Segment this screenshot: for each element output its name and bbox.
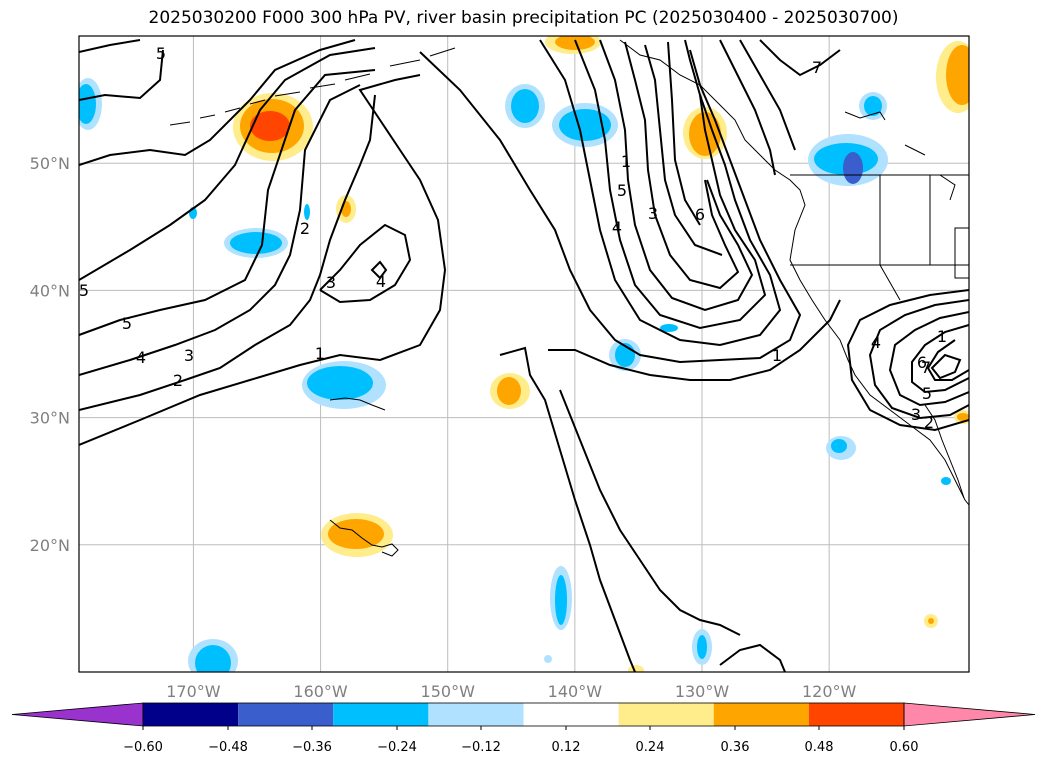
- contour-label-18: 7: [921, 358, 931, 377]
- colorbar-bin-2: [333, 703, 429, 726]
- positive-anomaly-gulf-alaska-core: [555, 36, 595, 50]
- contour-label-1: 2: [300, 219, 310, 238]
- contour-label-12: 3: [648, 204, 658, 223]
- contour-label-14: 7: [812, 58, 822, 77]
- map-title: 2025030200 F000 300 hPa PV, river basin …: [148, 8, 899, 28]
- lat-label-0: 50°N: [30, 154, 70, 173]
- negative-anomaly-small-143w: [544, 655, 552, 663]
- positive-anomaly-bottom: [628, 665, 644, 672]
- contour-label-6: 4: [136, 348, 146, 367]
- lon-label-3: 140°W: [548, 682, 603, 701]
- contour-label-4: 1: [315, 344, 325, 363]
- colorbar-label-0: −0.60: [123, 740, 163, 755]
- colorbar-label-5: 0.12: [552, 740, 581, 755]
- colorbar-label-7: 0.36: [721, 740, 750, 755]
- colorbar-bin-0: [143, 703, 239, 726]
- lon-label-5: 120°W: [802, 682, 857, 701]
- positive-anomaly-hawaii-core: [328, 519, 384, 549]
- colorbar-label-8: 0.48: [805, 740, 834, 755]
- contour-label-9: 1: [621, 152, 631, 171]
- negative-anomaly-141w-core: [555, 575, 567, 625]
- positive-anomaly-socal-core: [957, 413, 969, 421]
- colorbar-label-6: 0.24: [636, 740, 665, 755]
- contour-label-23: 5: [79, 281, 89, 300]
- colorbar-extend-high: [903, 702, 1036, 727]
- positive-anomaly-far-right-core: [928, 618, 934, 624]
- negative-anomaly-167w-core: [195, 645, 231, 672]
- colorbar-extend-low: [11, 702, 144, 727]
- colorbar-label-3: −0.24: [377, 740, 417, 755]
- colorbar: −0.60 −0.48 −0.36 −0.24 −0.12 0.12 0.24 0.36 0.4…: [11, 702, 1036, 755]
- contour-label-21: 3: [911, 405, 921, 424]
- negative-anomaly-small-161w: [304, 204, 310, 220]
- contour-label-19: 4: [871, 333, 881, 352]
- contour-label-2: 3: [326, 273, 336, 292]
- lat-label-2: 30°N: [30, 409, 70, 428]
- lon-label-1: 160°W: [293, 682, 348, 701]
- negative-anomaly-inland-nw-max: [843, 152, 863, 184]
- contour-label-22: 2: [924, 413, 934, 432]
- contour-label-16: 1: [937, 327, 947, 346]
- positive-anomaly-146w-core: [497, 377, 521, 405]
- contour-label-15: 1: [772, 346, 782, 365]
- lon-label-2: 150°W: [421, 682, 476, 701]
- contour-label-20: 5: [922, 384, 932, 403]
- negative-anomaly-small-122w-core: [831, 439, 847, 453]
- negative-anomaly-west-edge-core: [79, 84, 96, 124]
- negative-anomaly-140w-core: [559, 109, 611, 141]
- negative-anomaly-163w-core: [230, 232, 282, 254]
- longitude-labels: 170°W 160°W 150°W 140°W 130°W 120°W: [166, 682, 856, 701]
- contour-label-10: 5: [617, 181, 627, 200]
- lon-label-4: 130°W: [675, 682, 730, 701]
- pv-contours: [79, 39, 969, 672]
- contour-label-3: 4: [376, 272, 386, 291]
- lat-label-1: 40°N: [30, 281, 70, 300]
- colorbar-bin-6: [713, 703, 809, 726]
- negative-anomaly-131w-core: [697, 635, 707, 659]
- positive-anomaly-northeast-core: [946, 45, 969, 105]
- positive-anomaly-aleutian-max: [250, 111, 290, 141]
- latitude-labels: 50°N 40°N 30°N 20°N: [30, 154, 70, 555]
- colorbar-bin-7: [808, 703, 904, 726]
- lon-label-0: 170°W: [166, 682, 221, 701]
- colorbar-bin-5: [618, 703, 714, 726]
- colorbar-label-9: 0.60: [890, 740, 919, 755]
- coastlines: [169, 39, 969, 557]
- contour-label-7: 3: [184, 346, 194, 365]
- colorbar-label-4: −0.12: [461, 740, 501, 755]
- colorbar-label-1: −0.48: [208, 740, 248, 755]
- colorbar-frame: [142, 702, 905, 727]
- contour-label-5: 5: [122, 314, 132, 333]
- negative-anomaly-160w-core: [307, 366, 373, 400]
- lat-label-3: 20°N: [30, 536, 70, 555]
- map-panel: [79, 36, 969, 672]
- colorbar-bin-4: [523, 703, 619, 726]
- contour-label-8: 2: [173, 371, 183, 390]
- contour-label-13: 6: [695, 205, 705, 224]
- map-frame: [78, 35, 970, 673]
- contour-label-11: 4: [612, 218, 622, 237]
- negative-anomaly-144w-core: [511, 89, 539, 123]
- colorbar-bin-1: [238, 703, 334, 726]
- contour-label-0: 5: [156, 44, 166, 63]
- colorbar-bin-3: [428, 703, 524, 726]
- negative-anomaly-small-115w: [941, 477, 951, 485]
- negative-anomaly-northeast-small-core: [864, 96, 882, 116]
- contour-label-17: 6: [917, 353, 927, 372]
- colorbar-label-2: −0.36: [292, 740, 332, 755]
- negative-anomaly-small-136w: [660, 324, 678, 332]
